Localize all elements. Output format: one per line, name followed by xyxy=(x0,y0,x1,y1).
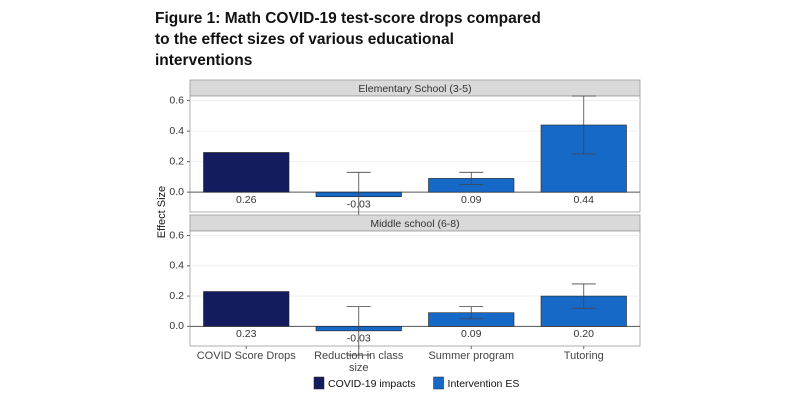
bar xyxy=(203,291,290,327)
bar xyxy=(203,152,290,193)
y-axis-label: Effect Size xyxy=(156,186,168,238)
y-tick-label: 0.4 xyxy=(169,260,184,272)
y-tick-label: 0.0 xyxy=(169,320,184,332)
data-label: 0.20 xyxy=(574,328,595,340)
legend-swatch xyxy=(433,376,444,390)
facet-title: Elementary School (3-5) xyxy=(358,83,471,95)
legend-label: Intervention ES xyxy=(448,378,520,390)
data-label: -0.03 xyxy=(347,199,371,211)
y-tick-label: 0.2 xyxy=(169,155,184,167)
data-label: 0.09 xyxy=(461,328,482,340)
y-tick-label: 0.2 xyxy=(169,290,184,302)
y-tick-label: 0.6 xyxy=(169,94,184,106)
y-tick-label: 0.0 xyxy=(169,186,184,198)
x-tick-label: Summer program xyxy=(428,350,515,362)
data-label: 0.23 xyxy=(236,328,257,340)
legend-swatch xyxy=(313,376,325,390)
data-label: 0.44 xyxy=(574,194,595,206)
x-tick-label: COVID Score Drops xyxy=(196,350,296,362)
data-label: 0.09 xyxy=(461,194,482,206)
x-tick-label: Tutoring xyxy=(563,350,604,362)
data-label: 0.26 xyxy=(236,194,257,206)
data-label: -0.03 xyxy=(347,333,371,345)
y-tick-label: 0.4 xyxy=(169,125,184,137)
plot-panel xyxy=(189,230,641,347)
facet-title: Middle school (6-8) xyxy=(370,218,459,230)
y-tick-label: 0.6 xyxy=(169,229,184,241)
figure-title: Figure 1: Math COVID-19 test-score drops… xyxy=(155,10,541,69)
x-tick-label: Reduction in class size xyxy=(314,350,404,374)
legend-label: COVID-19 impacts xyxy=(328,378,416,390)
